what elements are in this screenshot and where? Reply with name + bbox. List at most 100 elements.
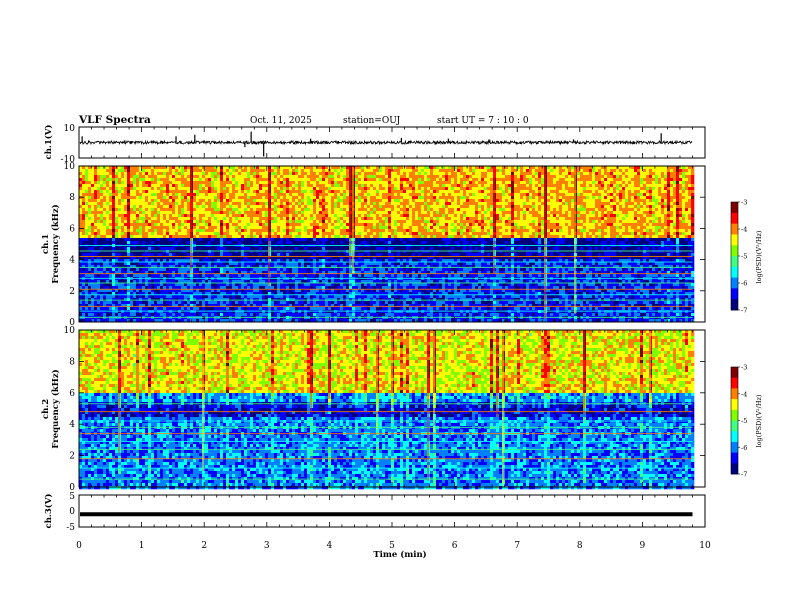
spectrogram-cell	[142, 217, 145, 220]
spectrogram-cell	[202, 205, 205, 208]
spectrogram-cell	[469, 214, 472, 217]
spectrogram-cell	[130, 190, 133, 193]
spectrogram-cell	[304, 220, 307, 223]
spectrogram-cell	[574, 178, 577, 181]
spectrogram-cell	[463, 217, 466, 220]
spectrogram-cell	[472, 223, 475, 226]
spectrogram-cell	[664, 169, 667, 172]
spectrogram-cell	[427, 178, 430, 181]
spectrogram-cell	[259, 193, 262, 196]
spectrogram-cell	[136, 232, 139, 235]
spectrogram-cell	[685, 205, 688, 208]
spectrogram-cell	[220, 184, 223, 187]
spectrogram-cell	[616, 217, 619, 220]
spectrogram-cell	[316, 217, 319, 220]
spectrogram-cell	[190, 193, 193, 196]
spectrogram-cell	[469, 172, 472, 175]
spectrogram-cell	[661, 184, 664, 187]
spectrogram-cell	[376, 211, 379, 214]
spectrogram-cell	[583, 211, 586, 214]
spectrogram-cell	[178, 190, 181, 193]
spectrogram-cell	[106, 169, 109, 172]
spectrogram-cell	[163, 196, 166, 199]
spectrogram-cell	[634, 220, 637, 223]
spectrogram-cell	[583, 205, 586, 208]
spectrogram-cell	[106, 205, 109, 208]
spectrogram-cell	[160, 220, 163, 223]
spectrogram-cell	[484, 220, 487, 223]
spectrogram-cell	[385, 172, 388, 175]
spectrogram-cell	[508, 172, 511, 175]
spectrogram-cell	[463, 229, 466, 232]
spectrogram-cell	[553, 178, 556, 181]
spectrogram-cell	[394, 202, 397, 205]
spectrogram-cell	[493, 169, 496, 172]
spectrogram-cell	[154, 226, 157, 229]
spectrogram-cell	[616, 223, 619, 226]
spectrogram-cell	[601, 220, 604, 223]
spectrogram-cell	[661, 232, 664, 235]
spectrogram-cell	[109, 169, 112, 172]
spectrogram-cell	[157, 190, 160, 193]
spectrogram-cell	[511, 181, 514, 184]
spectrogram-cell	[589, 214, 592, 217]
spectrogram-cell	[682, 226, 685, 229]
spectrogram-cell	[451, 190, 454, 193]
spectrogram-cell	[142, 211, 145, 214]
spectrogram-cell	[343, 229, 346, 232]
spectrogram-cell	[439, 202, 442, 205]
spectrogram-cell	[376, 184, 379, 187]
spectrogram-cell	[316, 211, 319, 214]
spectrogram-cell	[445, 199, 448, 202]
spectrogram-cell	[304, 181, 307, 184]
spectrogram-cell	[631, 187, 634, 190]
spectrogram-cell	[547, 184, 550, 187]
spectrogram-cell	[676, 232, 679, 235]
spectrogram-cell	[598, 232, 601, 235]
spectrogram-cell	[538, 211, 541, 214]
spectrogram-cell	[82, 190, 85, 193]
spectrogram-cell	[274, 175, 277, 178]
spectrogram-cell	[301, 202, 304, 205]
spectrogram-cell	[418, 208, 421, 211]
spectrogram-cell	[169, 223, 172, 226]
spectrogram-cell	[574, 220, 577, 223]
spectrogram-cell	[616, 202, 619, 205]
spectrogram-cell	[310, 172, 313, 175]
spectrogram-cell	[85, 187, 88, 190]
spectrogram-cell	[685, 214, 688, 217]
spectrogram-cell	[589, 220, 592, 223]
spectrogram-cell	[655, 220, 658, 223]
spectrogram-cell	[148, 175, 151, 178]
spectrogram-cell	[439, 190, 442, 193]
spectrogram-cell	[325, 175, 328, 178]
spectrogram-cell	[229, 199, 232, 202]
spectrogram-cell	[244, 199, 247, 202]
spectrogram-cell	[193, 196, 196, 199]
spectrogram-cell	[493, 178, 496, 181]
spectrogram-cell	[511, 172, 514, 175]
spectrogram-cell	[568, 226, 571, 229]
spectrogram-cell	[418, 184, 421, 187]
spectrogram-cell	[250, 232, 253, 235]
spectrogram-cell	[208, 196, 211, 199]
spectrogram-cell	[121, 229, 124, 232]
spectrogram-cell	[250, 178, 253, 181]
spectrogram-cell	[568, 190, 571, 193]
spectrogram-cell	[286, 193, 289, 196]
spectrogram-cell	[133, 181, 136, 184]
spectrogram-cell	[508, 205, 511, 208]
spectrogram-cell	[598, 214, 601, 217]
spectrogram-cell	[559, 196, 562, 199]
spectrogram-cell	[103, 208, 106, 211]
spectrogram-cell	[553, 226, 556, 229]
spectrogram-cell	[457, 202, 460, 205]
spectrogram-cell	[220, 196, 223, 199]
spectrogram-cell	[184, 214, 187, 217]
spectrogram-cell	[319, 172, 322, 175]
spectrogram-cell	[127, 190, 130, 193]
spectrogram-cell	[247, 187, 250, 190]
spectrogram-cell	[121, 190, 124, 193]
spectrogram-cell	[148, 190, 151, 193]
spectrogram-cell	[244, 190, 247, 193]
